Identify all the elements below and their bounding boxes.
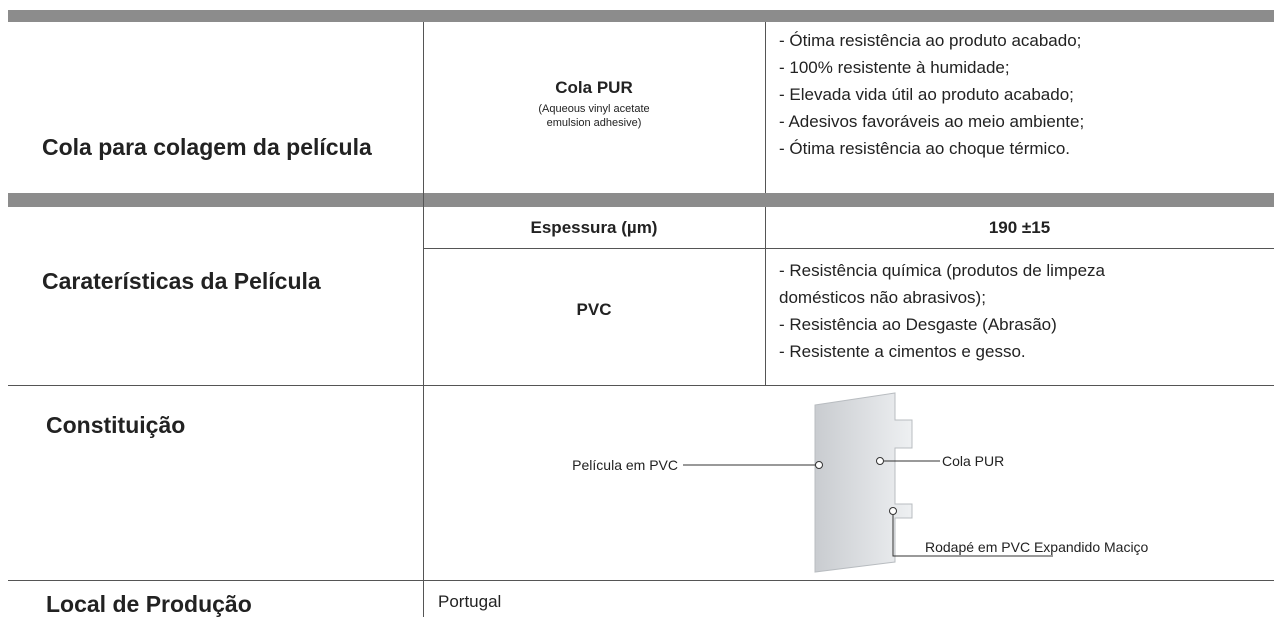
feature: - Resistência química (produtos de limpe… xyxy=(779,261,1105,280)
divider-bar xyxy=(8,10,1274,22)
column-line xyxy=(765,22,766,193)
feature: - Elevada vida útil ao produto acabado; xyxy=(779,85,1074,104)
feature: - Resistente a cimentos e gesso. xyxy=(779,342,1026,361)
feature: - Resistência ao Desgaste (Abrasão) xyxy=(779,315,1057,334)
row-label: Caraterísticas da Película xyxy=(42,268,321,294)
profile-image xyxy=(814,392,913,573)
callout: Cola PUR xyxy=(942,453,1004,469)
thickness-value: 190 ±15 xyxy=(988,218,1051,237)
divider-bar xyxy=(8,193,1274,207)
feature: - 100% resistente à humidade; xyxy=(779,58,1010,77)
adhesive-note: emulsion adhesive) xyxy=(546,117,642,129)
thickness-label: Espessura (µm) xyxy=(530,218,658,237)
callout-dot xyxy=(889,507,897,515)
row-label: Local de Produção xyxy=(46,591,252,617)
column-line xyxy=(765,207,766,385)
row-line xyxy=(8,580,1274,581)
feature: - Ótima resistência ao choque térmico. xyxy=(779,139,1071,158)
row-label: Constituição xyxy=(46,412,186,438)
feature-list: - Resistência química (produtos de limpe… xyxy=(779,257,1105,365)
adhesive-name: Cola PUR xyxy=(555,78,633,97)
row-line xyxy=(423,248,1274,249)
material: PVC xyxy=(576,300,612,319)
feature-list: - Ótima resistência ao produto acabado; … xyxy=(779,27,1084,162)
feature: - Ótima resistência ao produto acabado; xyxy=(779,31,1082,50)
origin-value: Portugal xyxy=(438,592,502,611)
composition-diagram: Película em PVC Cola PUR Rodapé em PVC E… xyxy=(572,392,1149,573)
callout: Película em PVC xyxy=(572,457,678,473)
callout-dot xyxy=(815,461,823,469)
callout-dot xyxy=(876,457,884,465)
column-line xyxy=(423,22,424,617)
feature: domésticos não abrasivos); xyxy=(779,288,986,307)
callout-line xyxy=(892,515,1053,557)
feature: - Adesivos favoráveis ao meio ambiente; xyxy=(779,112,1085,131)
adhesive-note: (Aqueous vinyl acetate xyxy=(538,103,650,115)
row-label: Cola para colagem da película xyxy=(42,134,372,160)
row-line xyxy=(8,385,1274,386)
callout: Rodapé em PVC Expandido Maciço xyxy=(925,539,1149,555)
adhesive-cell: Cola PUR (Aqueous vinyl acetate emulsion… xyxy=(423,78,765,130)
